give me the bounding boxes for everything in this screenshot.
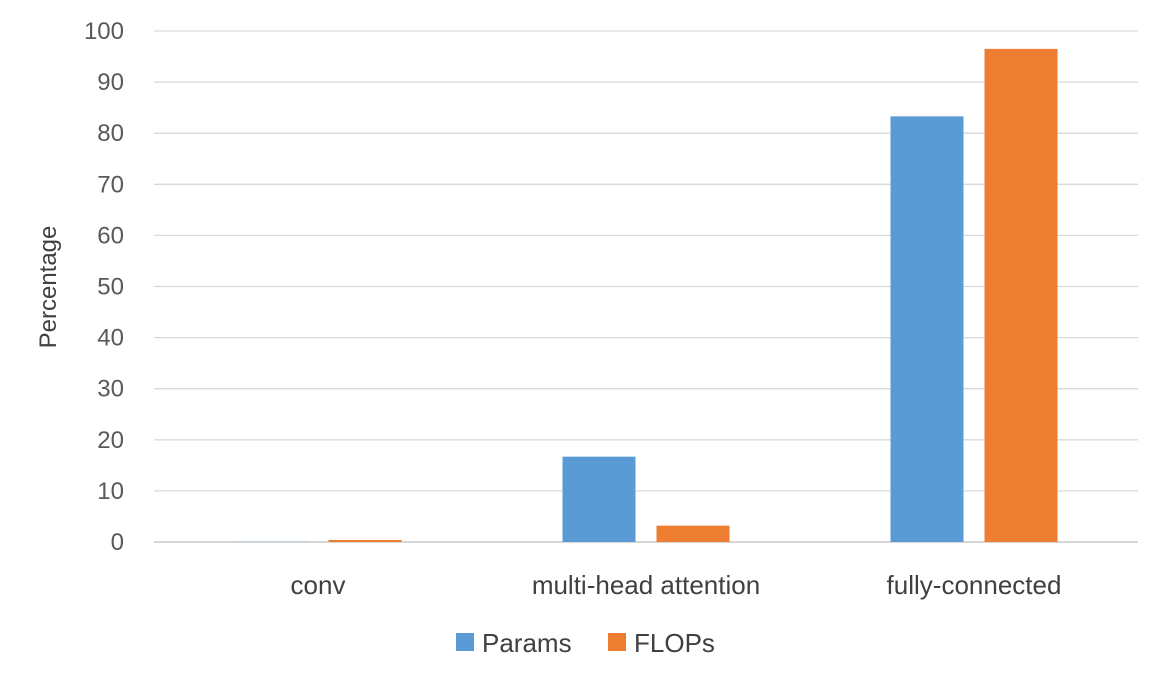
y-tick-label: 100 [84,18,124,45]
y-axis-ticks: 0 10 20 30 40 50 60 70 80 90 100 [84,18,124,556]
x-category-label: fully-connected [887,570,1062,600]
bar-flops-3 [984,48,1058,542]
legend-swatch [608,633,626,651]
legend-label: FLOPs [634,628,715,658]
gridlines [154,30,1138,543]
bar-params-2 [562,456,636,542]
y-axis-title: Percentage [35,226,62,349]
y-tick-label: 50 [97,274,124,301]
x-axis-categories: conv multi-head attention fully-connected [291,570,1062,600]
y-tick-label: 30 [97,376,124,403]
legend-swatch [456,633,474,651]
y-tick-label: 0 [111,529,124,556]
y-tick-label: 90 [97,69,124,96]
bar-flops-1 [328,539,402,542]
x-category-label: multi-head attention [532,570,760,600]
y-tick-label: 10 [97,478,124,505]
x-category-label: conv [291,570,346,600]
y-tick-label: 70 [97,171,124,198]
legend: Params FLOPs [456,628,715,658]
bars [234,48,1058,542]
bar-params-3 [890,116,964,542]
y-tick-label: 40 [97,325,124,352]
y-tick-label: 80 [97,120,124,147]
legend-label: Params [482,628,572,658]
bar-flops-2 [656,525,730,542]
y-tick-label: 60 [97,222,124,249]
y-tick-label: 20 [97,427,124,454]
